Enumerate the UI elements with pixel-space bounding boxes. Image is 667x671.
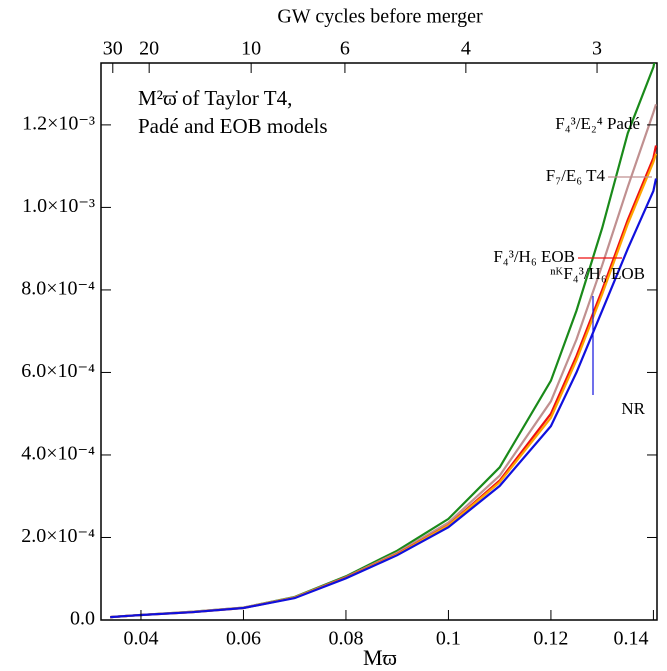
x-tick-label: 0.14 [614, 628, 649, 650]
plot-frame [100, 62, 658, 621]
top-axis-label: GW cycles before merger [277, 6, 483, 28]
top-tick-label: 10 [241, 38, 261, 60]
x-tick-label: 0.06 [226, 628, 261, 650]
series-label: NR [621, 399, 645, 418]
y-tick-label: 1.0×10⁻³ [22, 195, 95, 217]
series-line [110, 153, 657, 619]
curves [110, 63, 657, 619]
x-tick-label: 0.04 [123, 628, 158, 650]
series-label: ⁿᴷF₄³/H₆ EOB [550, 264, 645, 283]
x-tick-label: 0.08 [328, 628, 363, 650]
top-tick-label: 20 [139, 38, 159, 60]
top-tick-label: 3 [592, 38, 602, 60]
series-line [110, 178, 657, 619]
x-tick-label: 0.12 [533, 628, 568, 650]
series-label: F₄³/H₆ EOB [493, 247, 575, 266]
top-tick-label: 4 [461, 38, 471, 60]
y-tick-label: 2.0×10⁻⁴ [21, 525, 95, 547]
series-line [110, 145, 657, 619]
title-line: M²ϖ̇ of Taylor T4, [138, 86, 292, 110]
title-line: Padé and EOB models [138, 114, 328, 138]
y-tick-label: 8.0×10⁻⁴ [21, 278, 95, 300]
y-tick-label: 1.2×10⁻³ [22, 112, 95, 134]
y-tick-label: 6.0×10⁻⁴ [21, 360, 95, 382]
series-label: F₇/E₆ T4 [546, 166, 606, 185]
series-line [110, 63, 656, 619]
x-tick-label: 0.1 [436, 628, 461, 650]
y-tick-label: 4.0×10⁻⁴ [21, 443, 95, 465]
y-tick-label: 0.0 [70, 608, 95, 630]
series-label: F₄³/E₂⁴ Padé [555, 114, 640, 133]
x-axis-label: Mϖ [363, 645, 397, 670]
top-tick-label: 6 [340, 38, 350, 60]
top-tick-label: 30 [103, 38, 123, 60]
